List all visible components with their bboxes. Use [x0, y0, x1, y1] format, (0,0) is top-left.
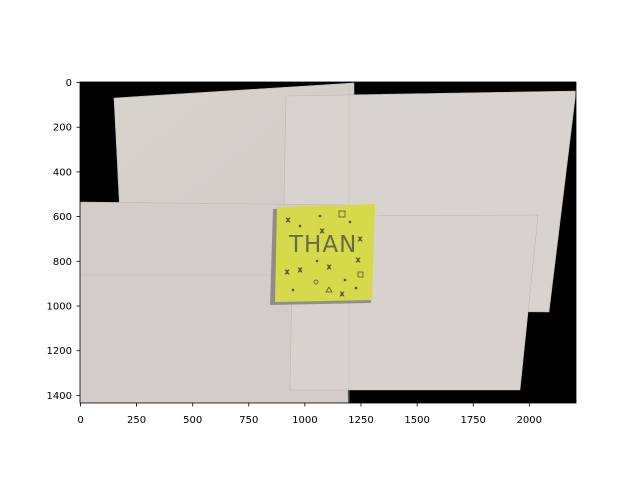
sticky-note-text: THAN	[288, 232, 357, 258]
y-tick-label: 400	[53, 167, 72, 178]
symbol-dot	[348, 220, 352, 224]
x-tick-label: 2000	[517, 415, 542, 426]
x-tick-label: 1250	[348, 415, 373, 426]
symbol-triangle	[325, 286, 333, 293]
y-tick-label: 600	[53, 212, 72, 223]
x-tick-label: 250	[127, 415, 146, 426]
x-tick-label: 1000	[292, 415, 317, 426]
symbol-circle	[313, 279, 319, 285]
symbol-mark: x	[298, 266, 302, 274]
sticky-note	[275, 204, 375, 302]
y-tick-label: 800	[53, 257, 72, 268]
symbol-dot	[343, 278, 347, 282]
y-tick-label: 200	[53, 123, 72, 134]
symbol-mark: x	[358, 235, 362, 243]
symbol-mark: x	[340, 290, 344, 298]
symbol-square	[338, 210, 346, 218]
symbol-mark: x	[320, 227, 324, 235]
symbol-mark: x	[327, 263, 331, 271]
y-axis: 0 200 400 600 800 1000 1200 1400	[47, 78, 80, 402]
symbol-mark: x	[356, 256, 360, 264]
axes-frame	[79, 81, 577, 404]
y-tick-label: 1000	[47, 302, 72, 313]
symbol-mark: x	[286, 216, 290, 224]
image-area: THAN x x x x x x x	[80, 82, 576, 403]
symbol-dot	[291, 288, 295, 292]
photo-content: THAN x x x x x x x	[80, 82, 576, 403]
x-axis: 0 250 500 750 1000 1250 1500 1750 2000	[77, 403, 542, 426]
y-tick-label: 1200	[47, 346, 72, 357]
x-tick-label: 1500	[404, 415, 429, 426]
symbol-dot	[315, 259, 319, 263]
symbol-dot	[318, 214, 322, 218]
symbol-dot	[354, 286, 358, 290]
y-tick-label: 1400	[47, 391, 72, 402]
x-tick-label: 1750	[460, 415, 485, 426]
x-tick-label: 0	[77, 415, 83, 426]
y-tick-label: 0	[66, 78, 72, 89]
x-tick-label: 750	[239, 415, 258, 426]
x-tick-label: 500	[183, 415, 202, 426]
symbol-mark: x	[285, 268, 289, 276]
symbol-dot	[298, 224, 302, 228]
symbol-square	[357, 271, 364, 278]
sticky-note-symbols: x x x x x x x x	[285, 210, 364, 298]
